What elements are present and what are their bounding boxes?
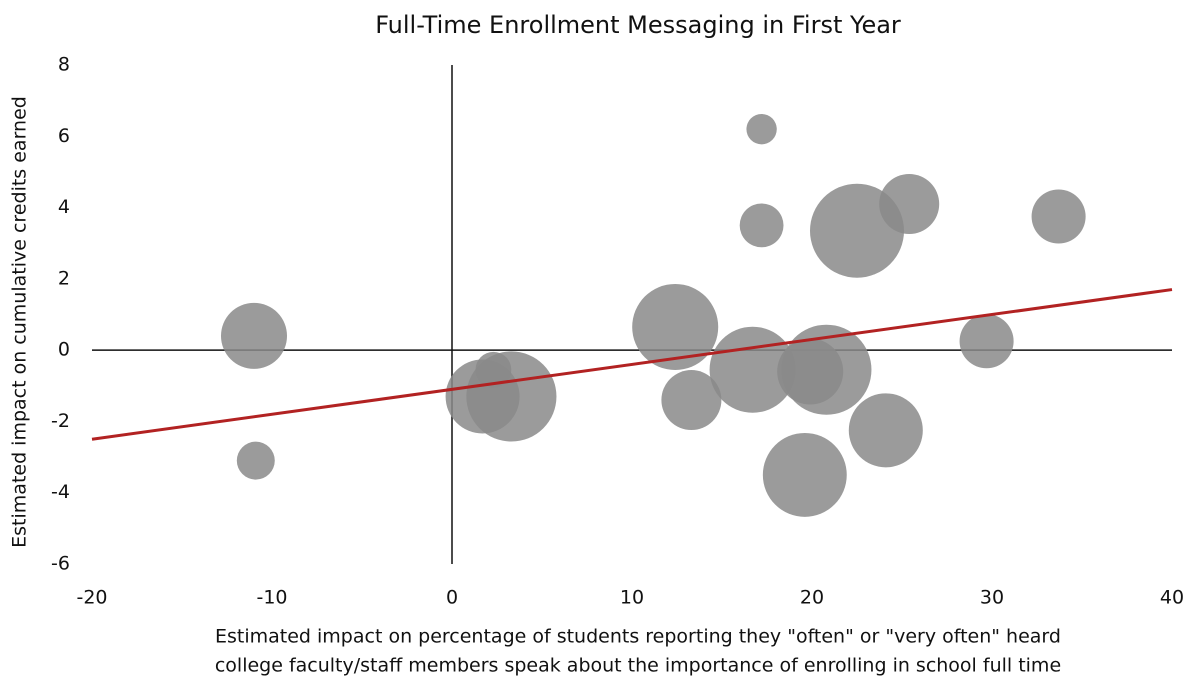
y-tick-label: 6 — [58, 125, 70, 147]
bubble — [709, 326, 796, 413]
x-axis-label: college faculty/staff members speak abou… — [215, 655, 1061, 677]
bubble — [236, 441, 275, 480]
chart-title: Full-Time Enrollment Messaging in First … — [375, 11, 901, 39]
y-axis-label: Estimated impact on cumulative credits e… — [9, 96, 31, 548]
x-tick-label: 10 — [620, 587, 644, 609]
x-tick-label: 40 — [1160, 587, 1184, 609]
y-tick-label: -6 — [51, 553, 70, 575]
bubble — [220, 302, 288, 369]
bubble — [739, 203, 784, 248]
bubble — [1031, 189, 1086, 244]
y-tick-label: -4 — [51, 481, 70, 503]
bubble — [777, 338, 844, 405]
bubble — [848, 393, 923, 468]
bubble — [746, 113, 777, 145]
x-tick-label: -20 — [76, 587, 107, 609]
bubble — [762, 432, 847, 517]
y-tick-label: 4 — [58, 196, 70, 218]
x-tick-label: 20 — [800, 587, 824, 609]
x-tick-label: 30 — [980, 587, 1004, 609]
y-tick-label: 0 — [58, 339, 70, 361]
bubble — [632, 283, 719, 370]
y-tick-label: 2 — [58, 267, 70, 289]
x-tick-label: 0 — [446, 587, 458, 609]
bubble — [879, 174, 940, 235]
bubble — [661, 370, 722, 431]
x-tick-label: -10 — [256, 587, 287, 609]
bubble — [475, 351, 512, 388]
y-tick-label: -2 — [51, 410, 70, 432]
bubble — [959, 314, 1014, 369]
trend-line — [91, 288, 1173, 441]
y-tick-label: 8 — [58, 54, 70, 76]
x-axis-label: Estimated impact on percentage of studen… — [215, 626, 1061, 648]
